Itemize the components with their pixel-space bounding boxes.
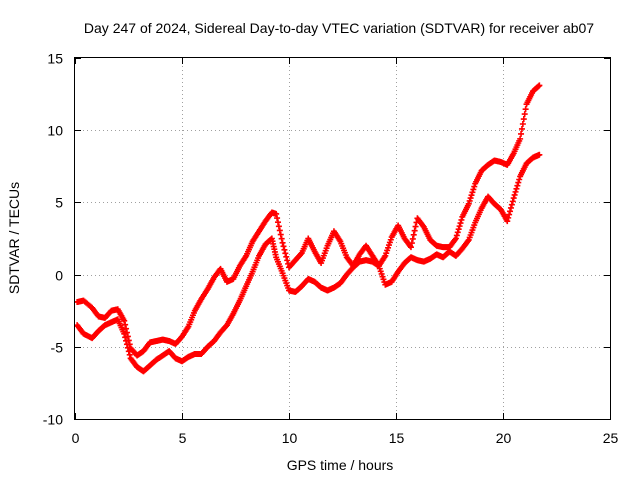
grid-lines [75,58,610,419]
data-point [468,192,475,199]
x-tick-label: 25 [603,430,619,446]
data-point [297,250,304,257]
data-point [123,337,130,344]
data-series [74,82,543,375]
data-point [407,244,414,251]
data-point [124,344,131,351]
data-point [279,239,286,246]
data-point [509,198,516,205]
data-point [123,341,130,348]
series-2 [74,151,543,375]
data-point [121,317,128,324]
data-point [465,200,472,207]
data-point [535,83,542,90]
data-point [512,188,519,195]
data-point [452,235,459,242]
data-point [454,229,461,236]
data-point [408,240,415,247]
data-point [282,250,289,257]
data-point [508,201,515,208]
data-point [275,223,282,230]
data-point [455,226,462,233]
x-tick-label: 0 [72,430,80,446]
data-point [274,215,281,222]
data-point [511,191,518,198]
data-point [281,246,288,253]
x-tick-label: 20 [496,430,512,446]
data-point [510,195,517,202]
data-point [409,235,416,242]
data-point [125,348,132,355]
data-point [412,223,419,230]
data-point [276,227,283,234]
data-point [522,106,529,113]
data-point [273,210,280,217]
data-point [458,216,465,223]
data-point [411,227,418,234]
data-point [521,111,528,118]
data-point [280,243,287,250]
data-point [457,220,464,227]
data-point [536,82,543,89]
data-point [410,231,417,238]
x-tick-label: 5 [179,430,187,446]
y-tick-label: 0 [55,268,63,284]
data-point [536,151,543,158]
data-point [126,351,133,358]
data-point [123,325,130,332]
data-point [513,185,520,192]
data-point [516,176,523,183]
chart-title: Day 247 of 2024, Sidereal Day-to-day VTE… [84,20,594,36]
data-point [507,204,514,211]
data-point [278,235,285,242]
data-point [507,208,514,215]
data-point [277,231,284,238]
plot-frame [74,57,611,420]
y-tick-label: -5 [51,340,64,356]
data-point [471,183,478,190]
data-point [283,253,290,260]
y-axis-label: SDTVAR / TECUs [6,182,22,294]
data-point [505,214,512,221]
data-point [470,186,477,193]
data-point [121,330,128,337]
x-tick-label: 10 [282,430,298,446]
data-point [469,189,476,196]
data-point [466,197,473,204]
axis-ticks: 0 5 10 15 20 25 -10 -5 0 5 10 15 [43,51,619,447]
y-tick-label: -10 [43,412,63,428]
data-point [519,121,526,128]
data-point [506,211,513,218]
data-point [504,218,511,225]
data-point [518,130,525,137]
series-1 [74,82,543,359]
data-point [518,125,525,132]
y-tick-label: 15 [47,51,63,67]
data-point [453,232,460,239]
data-point [122,334,129,341]
data-point [456,223,463,230]
y-tick-label: 5 [55,195,63,211]
x-axis-label: GPS time / hours [287,457,394,473]
data-point [284,257,291,264]
x-tick-label: 15 [389,430,405,446]
y-tick-label: 10 [47,123,63,139]
data-point [467,195,474,202]
data-point [520,116,527,123]
data-point [515,179,522,186]
data-point [514,182,521,189]
data-point [274,219,281,226]
data-point [122,321,129,328]
data-point [517,135,524,142]
